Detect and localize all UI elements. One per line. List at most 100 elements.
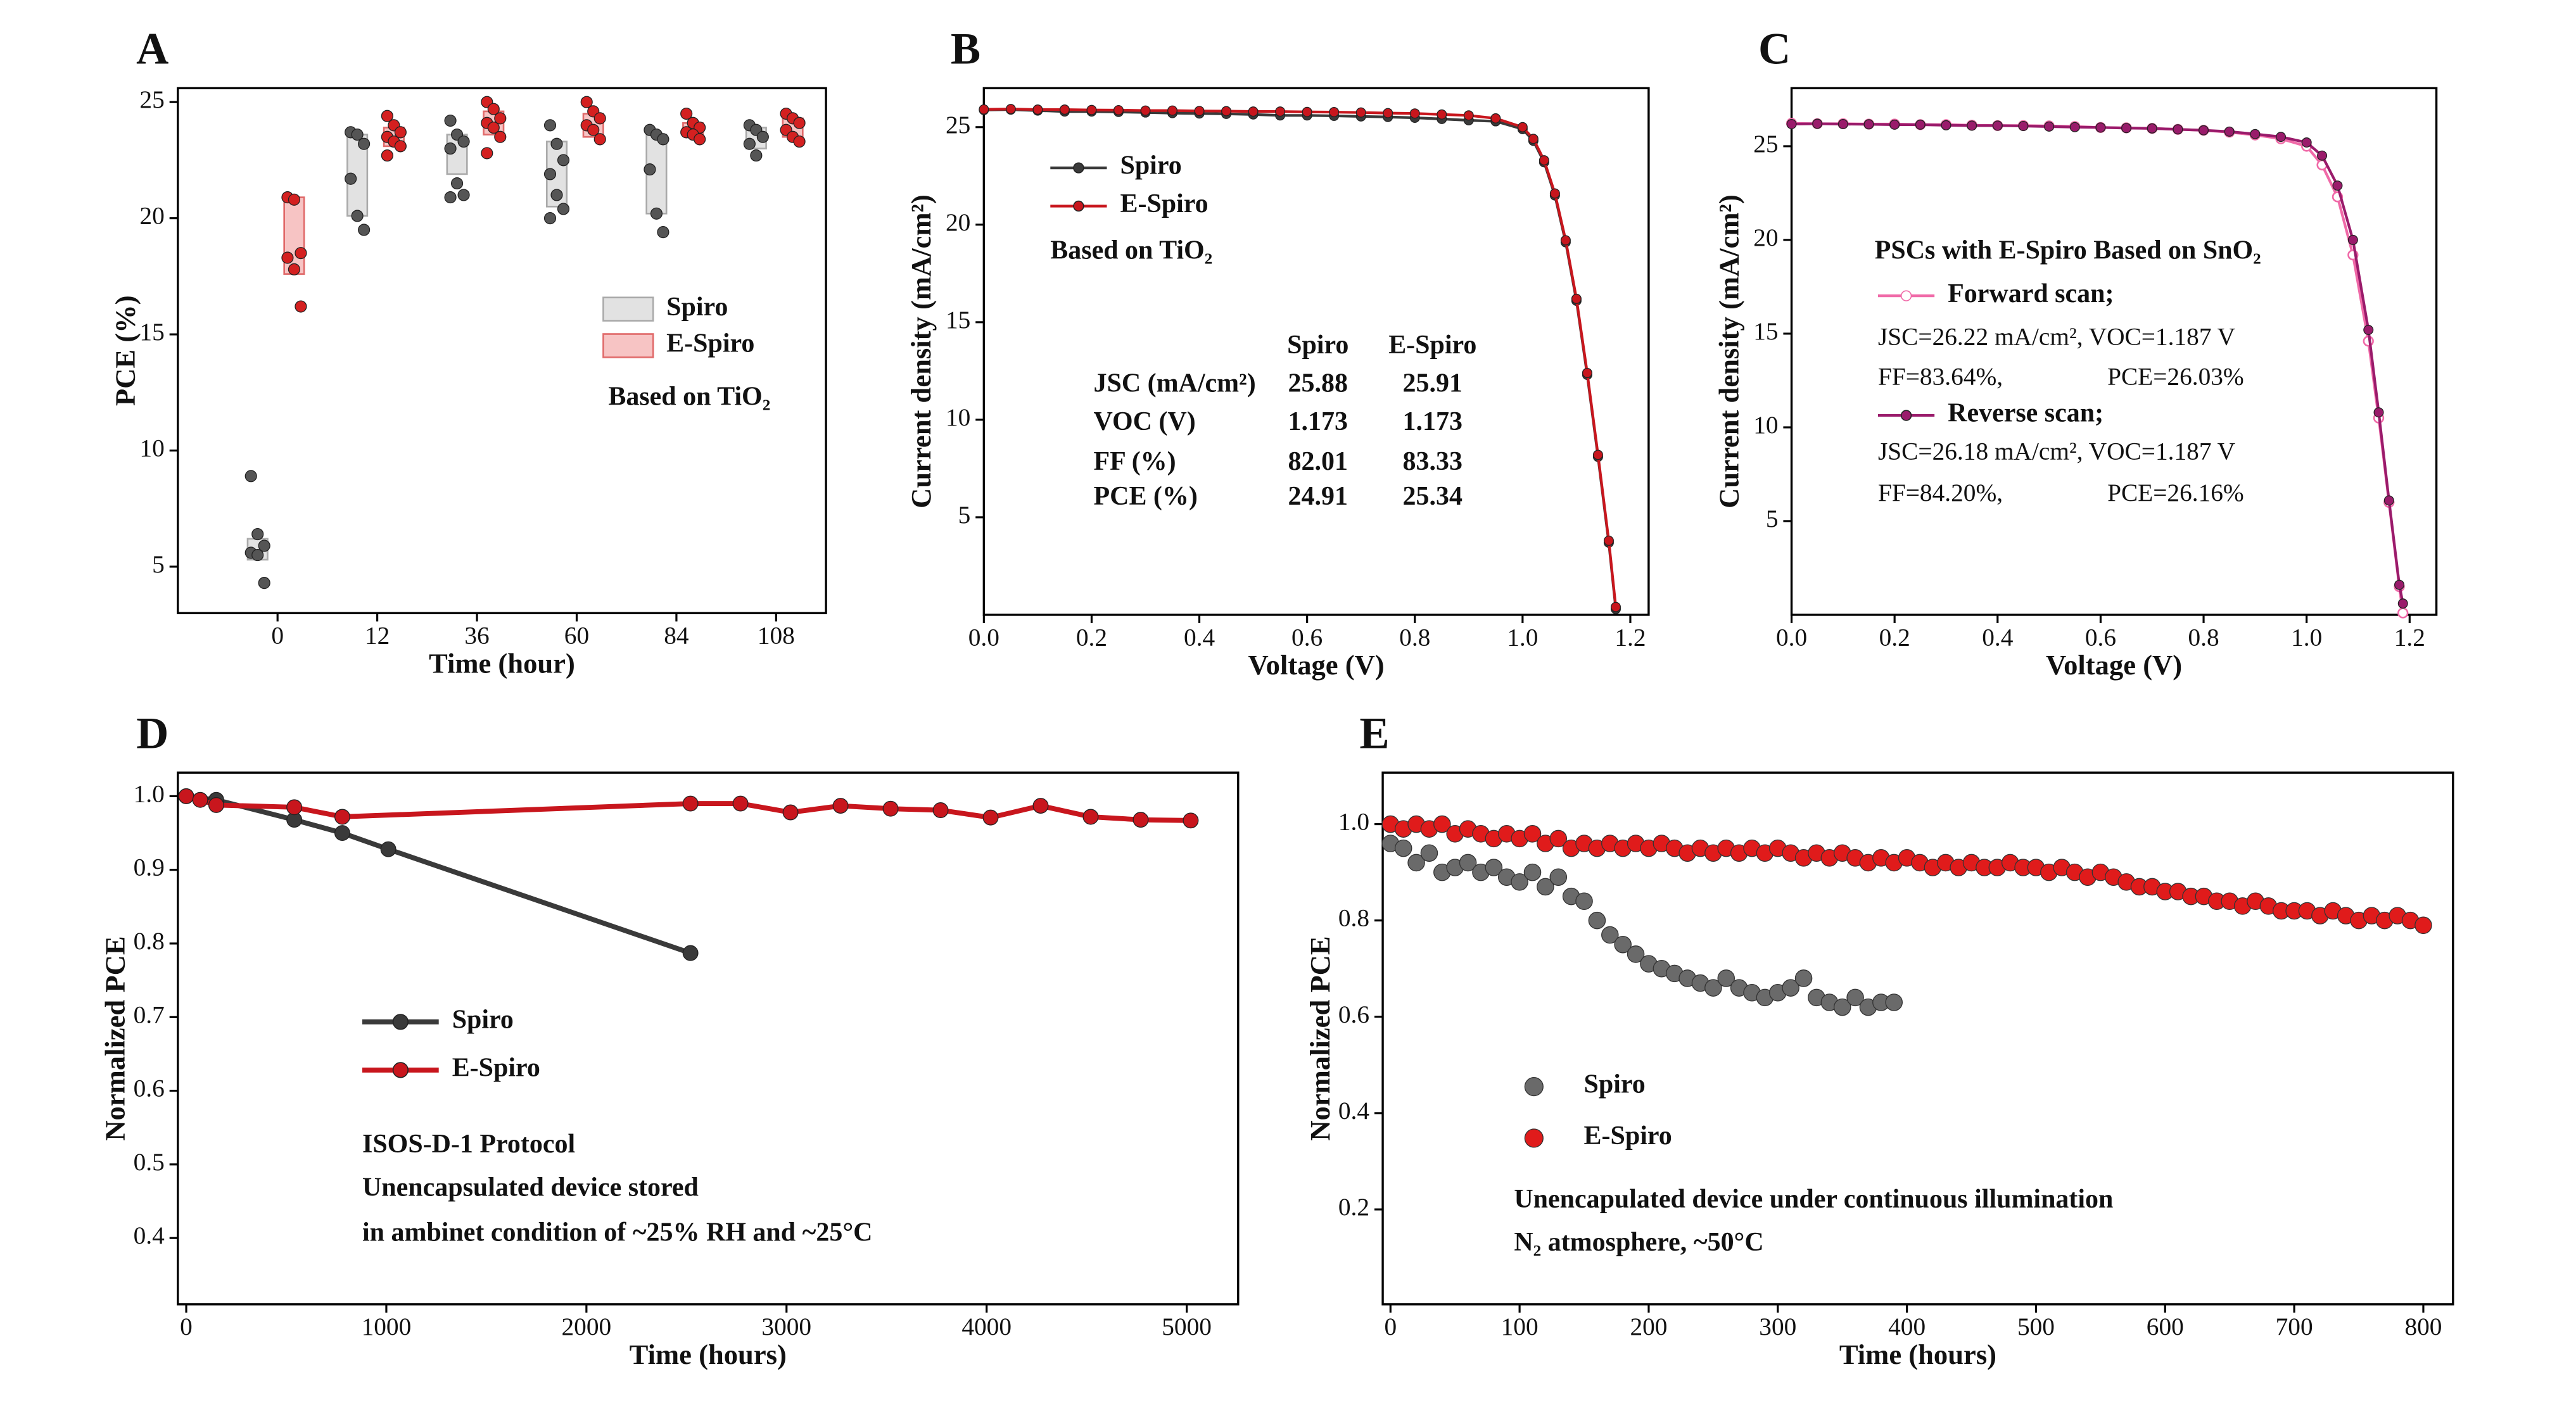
data-point	[444, 142, 457, 155]
y-tick-label: 0.8	[134, 927, 165, 955]
data-point	[882, 800, 899, 817]
data-point	[1517, 122, 1528, 132]
y-axis-label: PCE (%)	[109, 295, 141, 406]
x-tick-label: 0.8	[1399, 623, 1430, 651]
data-point	[1528, 134, 1539, 144]
data-point	[1133, 812, 1149, 828]
x-tick-label: 700	[2276, 1313, 2313, 1340]
data-point	[543, 119, 557, 132]
data-point	[394, 140, 407, 153]
x-tick-label: 800	[2404, 1313, 2442, 1340]
legend-marker	[1900, 290, 1912, 301]
data-point	[782, 804, 799, 821]
data-point	[394, 126, 407, 139]
x-axis-label: Voltage (V)	[2046, 649, 2182, 681]
data-point	[1614, 935, 1632, 954]
y-tick-label: 0.6	[134, 1075, 165, 1102]
data-point	[657, 226, 669, 239]
x-tick-label: 1.2	[1615, 623, 1646, 651]
data-point	[457, 135, 470, 148]
legend-marker	[1073, 162, 1084, 173]
data-point	[1394, 839, 1412, 857]
data-point	[2198, 125, 2209, 136]
legend-label: E-Spiro	[666, 329, 754, 358]
annotation: Based on TiO₂	[608, 382, 770, 411]
y-axis-label: Normalized PCE	[1304, 936, 1336, 1140]
data-point	[2347, 234, 2358, 245]
data-point	[557, 203, 570, 215]
y-tick-label: 0.4	[134, 1221, 165, 1249]
x-tick-label: 2000	[562, 1313, 612, 1340]
panel-4: E 0.2 0.4 0.6 0.8 1.0 0 100 200 300 400 500 600 700 80…	[1304, 709, 2454, 1370]
data-point	[351, 128, 364, 141]
table-cell: 25.34	[1403, 482, 1462, 511]
annotation: PSCs with E-Spiro Based on SnO₂	[1875, 236, 2261, 265]
data-point	[1967, 120, 1977, 131]
data-point	[281, 251, 294, 264]
x-tick-label: 0.4	[1982, 623, 2014, 651]
data-point	[1717, 969, 1735, 987]
data-point	[450, 177, 464, 190]
data-point	[543, 212, 557, 225]
panel-3: D 0.4 0.5 0.6 0.7 0.8 0.9 1.0 0 1000 2000 3000 4000 5…	[99, 709, 1240, 1370]
data-point	[832, 798, 849, 814]
data-point	[1889, 119, 1900, 130]
data-point	[1601, 926, 1619, 944]
x-tick-label: 1.2	[2394, 623, 2425, 651]
data-point	[1485, 859, 1503, 876]
data-point	[1539, 155, 1549, 166]
data-point	[1582, 367, 1592, 378]
series-line	[186, 793, 692, 955]
annotation: PCE=26.16%	[2107, 479, 2244, 507]
panel-1: B 5 10 15 20 25 0.0 0.2 0.4 0.6 0.8 1.0 1.2 Voltage (…	[905, 24, 1650, 681]
data-point	[1812, 118, 1823, 129]
x-tick-label: 0	[271, 622, 284, 650]
legend-label: Spiro	[1120, 151, 1181, 180]
data-point	[481, 147, 493, 160]
data-point	[381, 110, 393, 122]
table-cell: 83.33	[1403, 447, 1462, 476]
data-point	[644, 163, 656, 176]
data-point	[457, 189, 470, 201]
x-tick-label: 0.2	[1076, 623, 1107, 651]
plot-frame	[177, 771, 1240, 1306]
data-point	[1603, 535, 1614, 546]
annotation: JSC=26.22 mA/cm², VOC=1.187 V	[1878, 322, 2235, 350]
legend-marker	[1524, 1077, 1544, 1097]
data-point	[295, 300, 307, 313]
data-point	[1523, 825, 1542, 843]
y-tick-label: 0.8	[1338, 904, 1369, 932]
data-point	[334, 809, 350, 825]
table-header: E-Spiro	[1388, 331, 1476, 360]
table-cell: 25.91	[1403, 369, 1462, 398]
data-point	[2121, 123, 2132, 134]
data-point	[1592, 450, 1603, 460]
x-axis-label: Time (hours)	[1839, 1339, 1996, 1370]
data-point	[1941, 120, 1951, 130]
data-point	[1571, 293, 1582, 304]
data-point	[244, 470, 257, 482]
data-point	[1183, 812, 1199, 829]
annotation: FF=84.20%,	[1878, 479, 2003, 507]
legend-marker	[1524, 1128, 1544, 1148]
data-point	[979, 104, 989, 115]
data-point	[444, 191, 457, 204]
x-tick-label: 300	[1759, 1313, 1796, 1340]
data-point	[743, 137, 756, 150]
data-point	[444, 114, 457, 127]
data-point	[1437, 109, 1447, 120]
data-point	[1863, 119, 1874, 130]
y-tick-label: 10	[946, 403, 970, 431]
data-point	[1329, 107, 1340, 118]
annotation: Based on TiO₂	[1050, 236, 1212, 265]
legend-marker	[1900, 410, 1912, 421]
data-point	[1433, 815, 1451, 833]
data-point	[288, 263, 301, 275]
data-point	[2069, 122, 2080, 132]
table-row-label: PCE (%)	[1094, 482, 1198, 511]
data-point	[2414, 916, 2432, 935]
x-tick-label: 84	[664, 622, 689, 650]
legend-label: Forward scan;	[1948, 279, 2114, 308]
y-tick-label: 15	[139, 318, 164, 346]
